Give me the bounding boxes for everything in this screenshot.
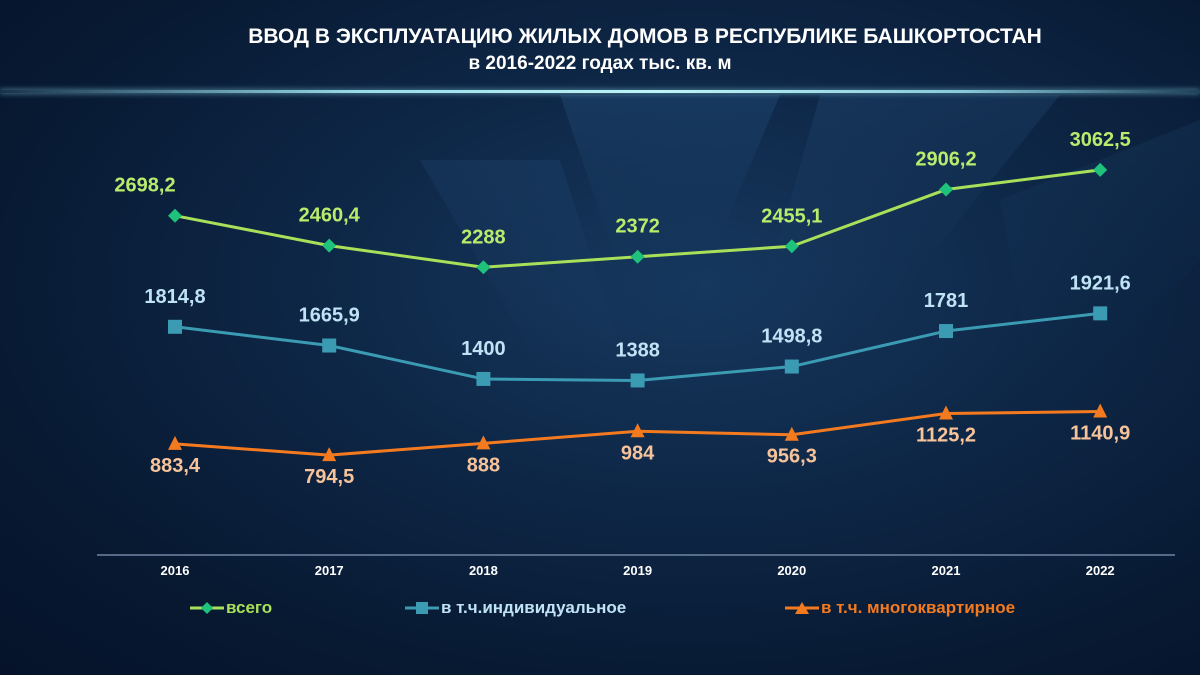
chart-subtitle: в 2016-2022 годах тыс. кв. м bbox=[468, 53, 732, 74]
data-label-individual: 1814,8 bbox=[144, 286, 205, 308]
data-label-multi: 794,5 bbox=[304, 466, 354, 488]
data-point-multi bbox=[630, 423, 645, 438]
data-point-individual bbox=[322, 338, 337, 353]
series-layer bbox=[168, 162, 1108, 462]
data-label-individual: 1388 bbox=[615, 339, 660, 361]
title-divider bbox=[0, 90, 1200, 93]
data-label-multi: 956,3 bbox=[767, 446, 817, 468]
x-tick-label: 2016 bbox=[161, 563, 190, 578]
chart-title: ВВОД В ЭКСПЛУАТАЦИЮ ЖИЛЫХ ДОМОВ В РЕСПУБ… bbox=[248, 25, 1042, 48]
data-point-multi bbox=[322, 447, 337, 462]
data-label-total: 2460,4 bbox=[299, 205, 361, 227]
data-label-total: 2906,2 bbox=[915, 149, 976, 171]
x-tick-label: 2021 bbox=[932, 563, 961, 578]
x-tick-label: 2022 bbox=[1086, 563, 1115, 578]
data-point-multi bbox=[1093, 403, 1108, 418]
data-point-multi bbox=[168, 435, 182, 450]
legend-label-individual: в т.ч.индивидуальное bbox=[441, 598, 627, 617]
data-label-individual: 1498,8 bbox=[761, 326, 822, 348]
legend-total-marker bbox=[190, 602, 224, 614]
data-point-individual bbox=[168, 319, 182, 334]
legend-individual-marker bbox=[405, 602, 439, 614]
data-point-individual bbox=[630, 373, 645, 388]
legend-item-total: всего bbox=[190, 598, 272, 618]
legend-multi-marker bbox=[785, 602, 819, 614]
data-point-multi bbox=[939, 405, 953, 420]
data-label-total: 2455,1 bbox=[761, 205, 822, 227]
data-point-multi bbox=[476, 435, 491, 450]
x-tick-label: 2017 bbox=[315, 563, 344, 578]
data-label-multi: 984 bbox=[621, 442, 655, 464]
data-labels: 2698,2 2460,4 2288 2372 2455,1 2906,2 3062,5 18… bbox=[114, 129, 1130, 488]
x-tick-label: 2020 bbox=[777, 563, 806, 578]
legend-item-multi: в т.ч. многоквартирное bbox=[785, 598, 1015, 618]
data-label-multi: 1140,9 bbox=[1070, 423, 1130, 445]
data-point-individual bbox=[476, 371, 491, 386]
data-label-individual: 1400 bbox=[461, 338, 506, 360]
legend-label-total: всего bbox=[226, 598, 273, 617]
data-label-individual: 1665,9 bbox=[299, 305, 360, 327]
data-label-individual: 1921,6 bbox=[1070, 272, 1131, 294]
data-label-multi: 1125,2 bbox=[916, 425, 976, 447]
data-label-individual: 1781 bbox=[924, 290, 969, 312]
data-label-total: 3062,5 bbox=[1070, 129, 1131, 151]
data-label-total: 2288 bbox=[461, 226, 506, 248]
legend-item-individual: в т.ч.индивидуальное bbox=[405, 598, 626, 618]
data-point-total bbox=[1093, 162, 1108, 177]
data-point-total bbox=[322, 238, 337, 253]
legend-label-multi: в т.ч. многоквартирное bbox=[821, 598, 1016, 617]
data-label-multi: 888 bbox=[467, 454, 500, 476]
data-point-individual bbox=[784, 359, 799, 374]
x-tick-label: 2018 bbox=[469, 563, 498, 578]
data-point-individual bbox=[1093, 306, 1108, 321]
data-point-total bbox=[939, 182, 953, 197]
data-label-total: 2698,2 bbox=[114, 175, 175, 197]
data-label-multi: 883,4 bbox=[150, 455, 201, 477]
data-point-total bbox=[476, 260, 491, 275]
x-axis: 2016 2017 2018 2019 2020 2021 2022 bbox=[97, 554, 1175, 578]
data-point-total bbox=[168, 208, 182, 223]
x-tick-label: 2019 bbox=[623, 563, 652, 578]
data-point-individual bbox=[939, 324, 953, 339]
data-point-multi bbox=[784, 426, 799, 441]
data-point-total bbox=[630, 249, 645, 264]
data-label-total: 2372 bbox=[615, 216, 660, 238]
data-point-total bbox=[784, 239, 799, 254]
